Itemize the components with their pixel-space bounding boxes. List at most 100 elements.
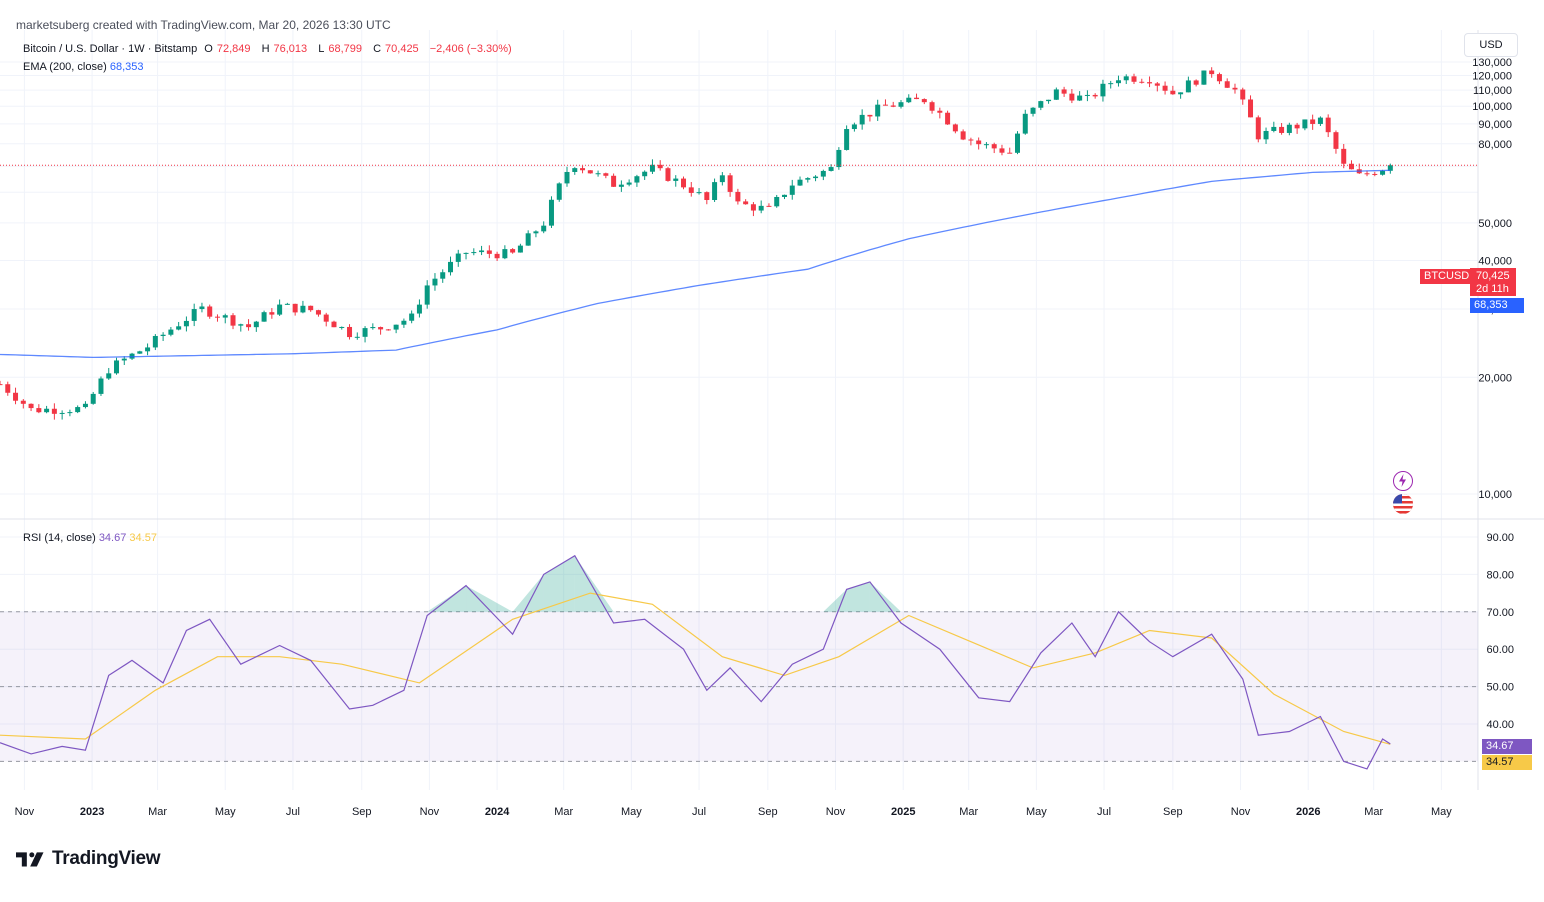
candle (362, 326, 368, 343)
ema-legend[interactable]: EMA (200, close) 68,353 (23, 61, 143, 73)
rsi-tick-label: 80.00 (1486, 569, 1514, 581)
candle-body (214, 316, 220, 318)
rsi-overbought-fill (869, 581, 901, 612)
candle (611, 173, 617, 188)
candle (145, 343, 151, 356)
candle (859, 109, 865, 130)
candle (976, 137, 982, 150)
candle (587, 170, 593, 174)
price-tick-label: 10,000 (1478, 489, 1512, 501)
high-value: 76,013 (273, 43, 308, 55)
candle (548, 196, 554, 229)
change-value: −2,406 (−3.30%) (429, 43, 512, 55)
candle-body (1084, 94, 1090, 96)
candle-body (681, 178, 687, 188)
candle (1279, 122, 1285, 135)
candle-body (471, 252, 477, 254)
candle-body (743, 201, 749, 205)
candle (1123, 74, 1129, 85)
candle (121, 356, 127, 365)
candle (1325, 114, 1331, 138)
ticker-badge: BTCUSD (1420, 269, 1474, 284)
time-tick-label: Mar (148, 806, 167, 818)
candle-body (649, 164, 655, 172)
candle (494, 251, 500, 262)
candle (230, 313, 236, 330)
symbol-label[interactable]: Bitcoin / U.S. Dollar · 1W · Bitstamp (23, 43, 198, 55)
candle (176, 321, 182, 331)
candle-body (246, 324, 252, 328)
time-tick-label: Sep (352, 806, 372, 818)
candle (603, 172, 609, 179)
candle-body (867, 114, 873, 117)
candle-body (1092, 94, 1098, 97)
candle-body (952, 124, 958, 132)
candle (1046, 99, 1052, 104)
candle-body (688, 187, 694, 193)
candle (1084, 90, 1090, 102)
time-tick-label: Mar (959, 806, 978, 818)
candle (1216, 72, 1222, 85)
candle (183, 316, 189, 332)
flash-icon[interactable] (1393, 471, 1413, 491)
candle-body (673, 178, 679, 181)
time-tick-label: Jul (286, 806, 300, 818)
rsi-overbought-fill (574, 555, 614, 612)
candle-body (828, 167, 834, 171)
candle (222, 313, 228, 324)
candle (1178, 92, 1184, 99)
candle-body (401, 320, 407, 325)
candle (1139, 78, 1145, 84)
time-tick-label: Sep (758, 806, 778, 818)
candle (999, 144, 1005, 156)
time-tick-label: 2026 (1296, 806, 1320, 818)
candle-body (774, 196, 780, 207)
candle-body (626, 182, 632, 185)
candle-body (1061, 89, 1067, 94)
candle (1162, 81, 1168, 95)
candle-body (844, 129, 850, 150)
candle (51, 403, 57, 420)
candle-body (882, 104, 888, 106)
rsi-overbought-fill (823, 589, 847, 612)
rsi-legend-value: 34.67 (98, 532, 127, 544)
candle (502, 245, 508, 260)
candle (1185, 76, 1191, 93)
candle-body (1302, 119, 1308, 129)
rsi-legend[interactable]: RSI (14, close) 34.67 34.57 (23, 532, 157, 544)
candle (114, 357, 120, 375)
candle-body (859, 114, 865, 125)
candle-body (207, 306, 213, 317)
candle-body (447, 261, 453, 273)
candle-body (1147, 82, 1153, 84)
candle-body (199, 306, 205, 310)
rsi-tick-label: 50.00 (1486, 682, 1514, 694)
candle (401, 318, 407, 328)
candle (945, 110, 951, 125)
candle-body (766, 205, 772, 207)
candle-body (1038, 101, 1044, 108)
candle-body (960, 131, 966, 140)
candle (681, 176, 687, 190)
candle-body (479, 250, 485, 253)
candle (805, 177, 811, 183)
time-tick-label: Nov (1231, 806, 1251, 818)
rsi-ma-line (0, 592, 1391, 745)
tradingview-logo[interactable]: TradingView (16, 848, 161, 870)
candle-body (1380, 170, 1386, 175)
candle (758, 200, 764, 214)
us-flag-icon[interactable] (1393, 494, 1413, 514)
candle-body (1178, 92, 1184, 95)
candle-body (704, 192, 710, 201)
candle-body (1263, 130, 1269, 140)
time-tick-label: Mar (1364, 806, 1383, 818)
candle-body (1209, 70, 1215, 75)
candle-body (797, 179, 803, 186)
candle (1015, 131, 1021, 155)
candle-body (1139, 81, 1145, 83)
currency-button[interactable]: USD (1464, 33, 1518, 57)
time-tick-label: Nov (15, 806, 35, 818)
candle-body (564, 171, 570, 184)
candle (735, 188, 741, 205)
